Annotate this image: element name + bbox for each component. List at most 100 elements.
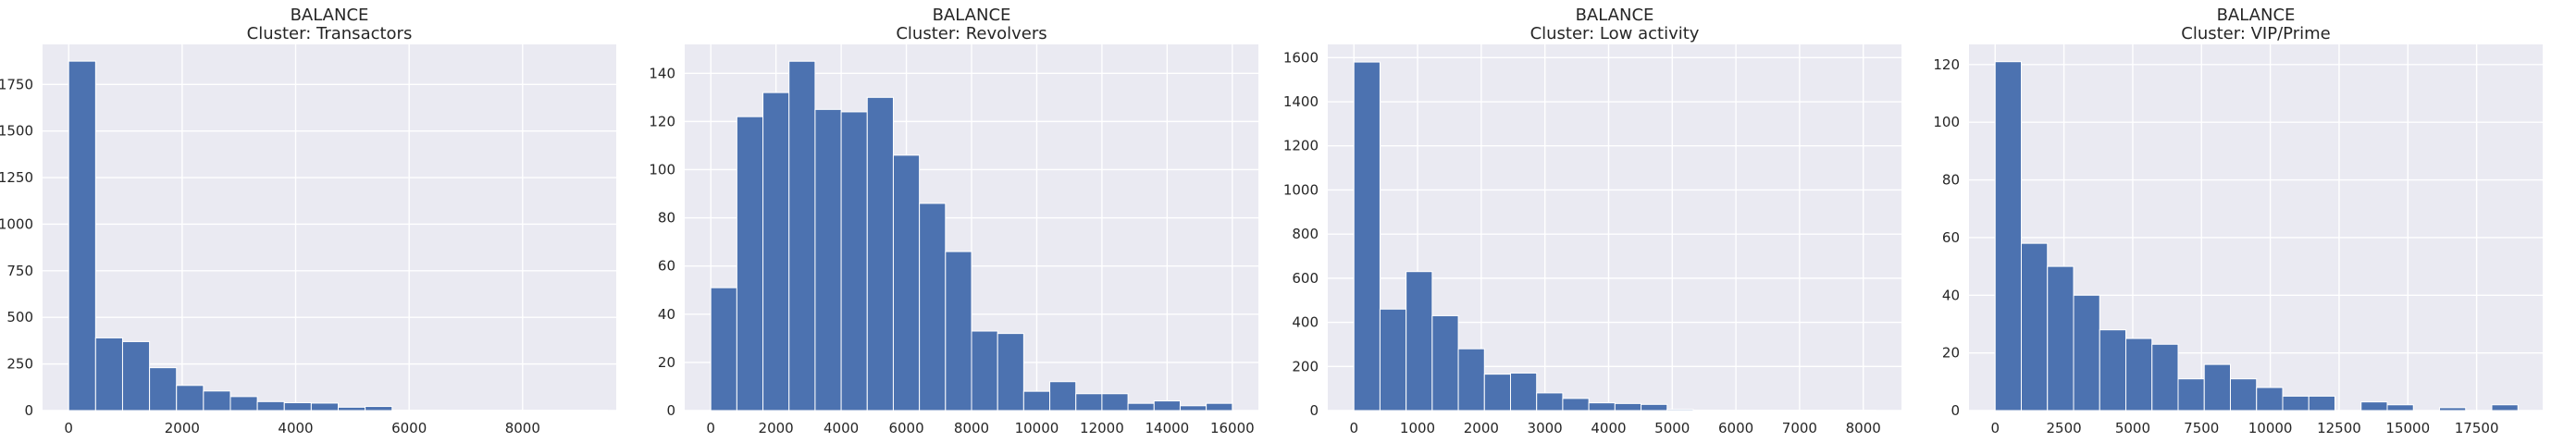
y-tick-label: 750 [6, 263, 33, 279]
histogram-bar [1510, 373, 1536, 411]
x-tick-label: 10000 [2248, 420, 2293, 436]
y-tick-label: 800 [1292, 226, 1319, 242]
x-tick-label: 16000 [1210, 420, 1255, 436]
histogram-bar [946, 252, 972, 411]
histogram-bar [1354, 62, 1380, 411]
x-tick-label: 0 [706, 420, 715, 436]
histogram-bar [2125, 338, 2151, 411]
chart-subtitle: Cluster: Revolvers [896, 24, 1046, 43]
y-tick-label: 0 [666, 402, 675, 419]
x-tick-label: 15000 [2385, 420, 2430, 436]
x-tick-label: 6000 [391, 420, 427, 436]
x-tick-label: 6000 [1718, 420, 1753, 436]
y-tick-label: 120 [649, 113, 675, 129]
histogram-bar [1458, 349, 1484, 411]
chart-title: BALANCE [933, 6, 1011, 25]
x-tick-label: 12000 [1080, 420, 1124, 436]
histogram-bar [1641, 404, 1667, 411]
x-tick-label: 3000 [1528, 420, 1563, 436]
x-tick-label: 1000 [1400, 420, 1435, 436]
y-tick-label: 1750 [0, 76, 33, 92]
histogram-bar [339, 407, 365, 411]
histogram-bar [1432, 315, 1458, 411]
x-tick-label: 8000 [1846, 420, 1881, 436]
chart-subtitle: Cluster: Low activity [1530, 24, 1700, 43]
y-tick-label: 140 [649, 65, 675, 81]
histogram-bar [2230, 379, 2256, 411]
histogram-bar [1128, 403, 1154, 411]
histogram-bar [2021, 243, 2047, 411]
x-tick-label: 4000 [278, 420, 313, 436]
histogram-bar [997, 334, 1023, 411]
histogram-bar [1180, 406, 1206, 411]
histogram-bar [95, 338, 122, 411]
y-tick-label: 1600 [1283, 49, 1319, 66]
histogram-bar [2099, 330, 2125, 411]
x-tick-label: 0 [64, 420, 73, 436]
histogram-bar [204, 391, 230, 411]
histogram-bar [1102, 394, 1128, 411]
y-tick-label: 600 [1292, 270, 1319, 287]
chart-title: BALANCE [2217, 6, 2296, 25]
histogram-bar [867, 97, 893, 411]
histogram-bar [972, 331, 997, 411]
histogram-bar [2048, 266, 2074, 411]
x-tick-label: 5000 [1654, 420, 1690, 436]
histogram-bar [284, 403, 311, 411]
x-tick-label: 4000 [824, 420, 859, 436]
histogram-bar [150, 368, 177, 411]
histogram-bar [68, 61, 95, 411]
histogram-bar [1537, 393, 1563, 411]
histogram-bar [1995, 62, 2021, 411]
histogram-bar [230, 397, 257, 411]
y-tick-label: 60 [658, 258, 675, 275]
histogram-bar [763, 92, 789, 411]
histogram-bar [122, 341, 149, 411]
y-tick-label: 1200 [1283, 138, 1319, 154]
histogram-bar [2439, 408, 2465, 411]
histogram-bar [920, 203, 946, 411]
histogram-bar [1050, 382, 1076, 411]
y-tick-label: 1250 [0, 169, 33, 186]
chart-title: BALANCE [1576, 6, 1654, 25]
histogram-bar [2492, 405, 2518, 411]
chart-title: BALANCE [291, 6, 369, 25]
y-tick-label: 120 [1933, 56, 1960, 73]
histogram-bar [1615, 403, 1641, 411]
y-tick-label: 40 [658, 306, 675, 323]
y-tick-label: 100 [649, 161, 675, 178]
histogram-bar [365, 407, 392, 411]
histogram-bar [711, 288, 737, 411]
x-tick-label: 2000 [165, 420, 200, 436]
histogram-bar [815, 109, 841, 411]
histogram-bar [2309, 396, 2334, 411]
histogram-bar [1484, 374, 1510, 411]
y-tick-label: 1400 [1283, 93, 1319, 110]
histogram-bar [1667, 410, 1693, 411]
x-tick-label: 8000 [505, 420, 540, 436]
histogram-bar [1589, 403, 1615, 411]
histogram-bar [177, 386, 204, 411]
y-tick-label: 0 [24, 402, 33, 419]
y-tick-label: 0 [1951, 402, 1960, 419]
histogram-bar [893, 155, 919, 411]
histogram-bar [1563, 399, 1589, 411]
y-tick-label: 20 [1942, 345, 1960, 362]
y-tick-label: 60 [1942, 229, 1960, 246]
chart-subtitle: Cluster: VIP/Prime [2181, 24, 2330, 43]
histogram-bar [1023, 391, 1049, 411]
histogram-bar [789, 61, 815, 411]
x-tick-label: 2500 [2046, 420, 2081, 436]
x-tick-label: 6000 [888, 420, 923, 436]
histogram-bar [2178, 379, 2204, 411]
y-tick-label: 80 [1942, 172, 1960, 189]
histogram-bar [257, 401, 284, 411]
x-tick-label: 0 [1349, 420, 1358, 436]
histogram-bar [1154, 401, 1180, 411]
x-tick-label: 17500 [2455, 420, 2499, 436]
histogram-bar [2074, 295, 2099, 411]
